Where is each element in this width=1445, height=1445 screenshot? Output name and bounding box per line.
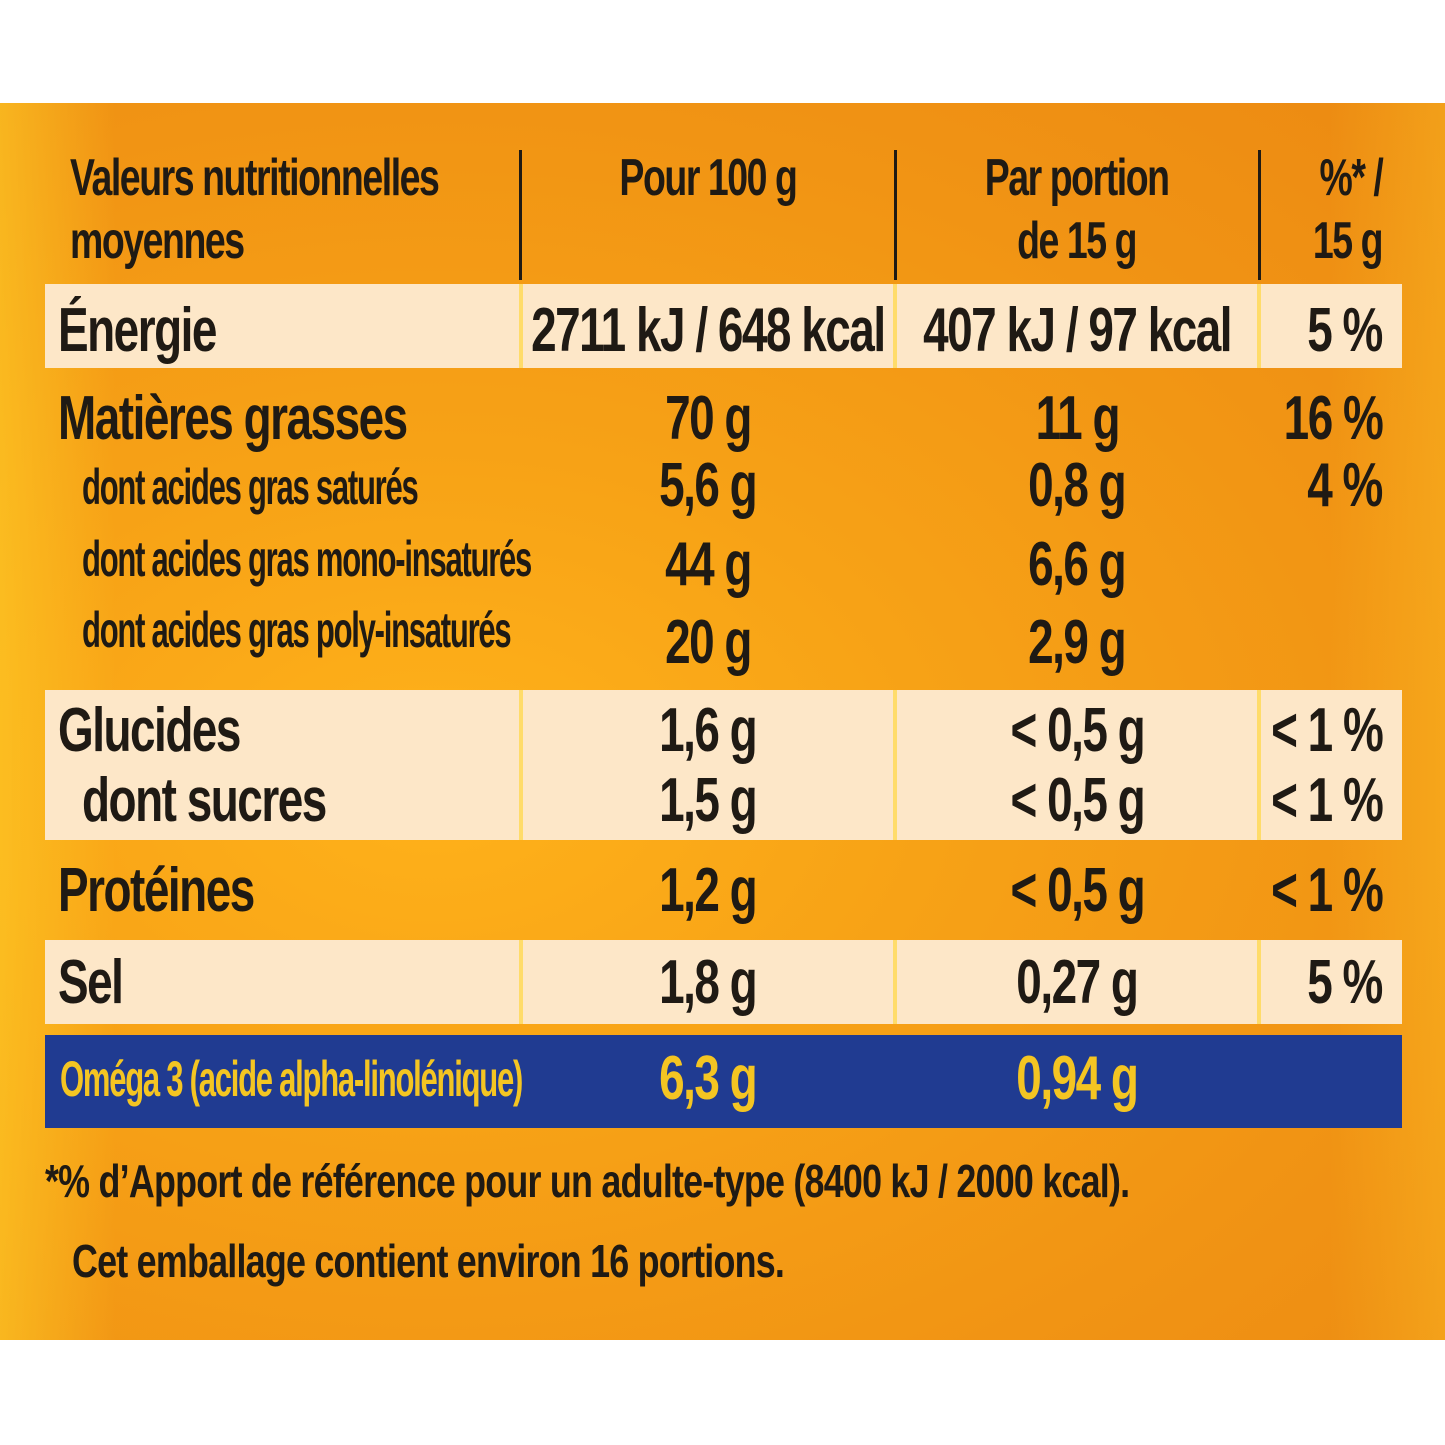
sat-per100-wrap: 5,6 g: [523, 455, 893, 517]
footnote-line2: Cet emballage contient environ 16 portio…: [72, 1235, 785, 1287]
carbs-per100-wrap: 1,6 g: [523, 700, 893, 762]
col-gap-5: [893, 690, 897, 840]
carbs-per100: 1,6 g: [659, 696, 758, 765]
omega-row-band: [45, 1035, 1402, 1128]
sugars-portion-wrap: < 0,5 g: [897, 770, 1257, 832]
sat-per100: 5,6 g: [659, 451, 758, 520]
sat-portion: 0,8 g: [1028, 451, 1127, 520]
energy-portion: 407 kJ / 97 kcal: [923, 296, 1232, 365]
fat-label: Matières grasses: [58, 384, 408, 453]
header-col4-line2: 15 g: [1312, 212, 1384, 270]
poly-portion-wrap: 2,9 g: [897, 612, 1257, 674]
poly-portion: 2,9 g: [1028, 608, 1127, 677]
sugars-per100: 1,5 g: [659, 766, 758, 835]
energy-row-band: [45, 284, 1402, 368]
col-gap-2: [893, 284, 897, 368]
salt-pct: 5 %: [1307, 948, 1383, 1017]
sat-pct: 4 %: [1307, 451, 1383, 520]
energy-per100: 2711 kJ / 648 kcal: [531, 296, 886, 365]
header-col2-wrap: Pour 100 g: [523, 152, 893, 204]
energy-per100-wrap: 2711 kJ / 648 kcal: [523, 300, 893, 362]
header-col4-line2-wrap: 15 g: [1262, 212, 1384, 270]
mono-portion-wrap: 6,6 g: [897, 534, 1257, 596]
salt-portion: 0,27 g: [1016, 948, 1139, 1017]
header-col3-line1: Par portion: [985, 149, 1170, 207]
col-gap-3: [1257, 284, 1261, 368]
carbs-pct: < 1 %: [1270, 696, 1384, 765]
poly-label: dont acides gras poly-insaturés: [82, 602, 512, 658]
salt-row-band: [45, 940, 1402, 1024]
mono-portion: 6,6 g: [1028, 530, 1127, 599]
mono-per100: 44 g: [665, 530, 752, 599]
header-divider-1: [519, 150, 522, 280]
header-col3-line1-wrap: Par portion: [897, 152, 1257, 204]
sugars-label: dont sucres: [82, 766, 327, 835]
col-gap-4: [519, 690, 523, 840]
header-divider-2: [894, 150, 897, 280]
omega-per100-wrap: 6,3 g: [523, 1048, 893, 1110]
protein-label: Protéines: [58, 856, 255, 925]
col-gap-8: [893, 940, 897, 1024]
header-col4-line1-wrap: %* /: [1262, 149, 1383, 207]
salt-label: Sel: [58, 948, 124, 1017]
header-col1-line1: Valeurs nutritionnelles: [70, 149, 440, 207]
poly-per100: 20 g: [665, 608, 752, 677]
energy-label: Énergie: [58, 296, 217, 365]
sugars-per100-wrap: 1,5 g: [523, 770, 893, 832]
protein-pct-wrap: < 1 %: [1262, 856, 1384, 925]
energy-portion-wrap: 407 kJ / 97 kcal: [897, 300, 1257, 362]
fat-portion-wrap: 11 g: [897, 388, 1257, 450]
energy-pct-wrap: 5 %: [1262, 296, 1383, 365]
omega-label: Oméga 3 (acide alpha-linolénique): [60, 1051, 523, 1107]
header-col3-line2-wrap: de 15 g: [897, 215, 1257, 267]
omega-portion: 0,94 g: [1016, 1044, 1139, 1113]
sat-label: dont acides gras saturés: [82, 459, 419, 515]
carbs-portion-wrap: < 0,5 g: [897, 700, 1257, 762]
fat-pct-wrap: 16 %: [1262, 384, 1383, 453]
protein-per100-wrap: 1,2 g: [523, 860, 893, 922]
col-gap-6: [1257, 690, 1261, 840]
carbs-label: Glucides: [58, 696, 241, 765]
fat-per100-wrap: 70 g: [523, 388, 893, 450]
header-col1-line2: moyennes: [70, 212, 245, 270]
fat-pct: 16 %: [1283, 384, 1383, 453]
sugars-portion: < 0,5 g: [1010, 766, 1145, 835]
omega-portion-wrap: 0,94 g: [897, 1048, 1257, 1110]
poly-per100-wrap: 20 g: [523, 612, 893, 674]
omega-per100: 6,3 g: [659, 1044, 758, 1113]
salt-per100: 1,8 g: [659, 948, 758, 1017]
salt-pct-wrap: 5 %: [1262, 948, 1383, 1017]
header-col2: Pour 100 g: [619, 149, 797, 207]
header-divider-3: [1258, 150, 1261, 280]
col-gap-9: [1257, 940, 1261, 1024]
col-gap-1: [519, 284, 523, 368]
header-col4-line1: %* /: [1319, 149, 1383, 207]
energy-pct: 5 %: [1307, 296, 1383, 365]
carbs-pct-wrap: < 1 %: [1262, 696, 1384, 765]
col-gap-7: [519, 940, 523, 1024]
mono-label: dont acides gras mono-insaturés: [82, 531, 532, 587]
header-col3-line2: de 15 g: [1017, 212, 1138, 270]
sat-portion-wrap: 0,8 g: [897, 455, 1257, 517]
salt-per100-wrap: 1,8 g: [523, 952, 893, 1014]
salt-portion-wrap: 0,27 g: [897, 952, 1257, 1014]
protein-per100: 1,2 g: [659, 856, 758, 925]
sugars-pct-wrap: < 1 %: [1262, 766, 1384, 835]
sat-pct-wrap: 4 %: [1262, 451, 1383, 520]
protein-pct: < 1 %: [1270, 856, 1384, 925]
fat-per100: 70 g: [665, 384, 752, 453]
protein-portion-wrap: < 0,5 g: [897, 860, 1257, 922]
footnote-line1: *% d’Apport de référence pour un adulte-…: [45, 1155, 1130, 1207]
carbs-row-band: [45, 690, 1402, 840]
protein-portion: < 0,5 g: [1010, 856, 1145, 925]
sugars-pct: < 1 %: [1270, 766, 1384, 835]
carbs-portion: < 0,5 g: [1010, 696, 1145, 765]
mono-per100-wrap: 44 g: [523, 534, 893, 596]
fat-portion: 11 g: [1035, 384, 1120, 453]
